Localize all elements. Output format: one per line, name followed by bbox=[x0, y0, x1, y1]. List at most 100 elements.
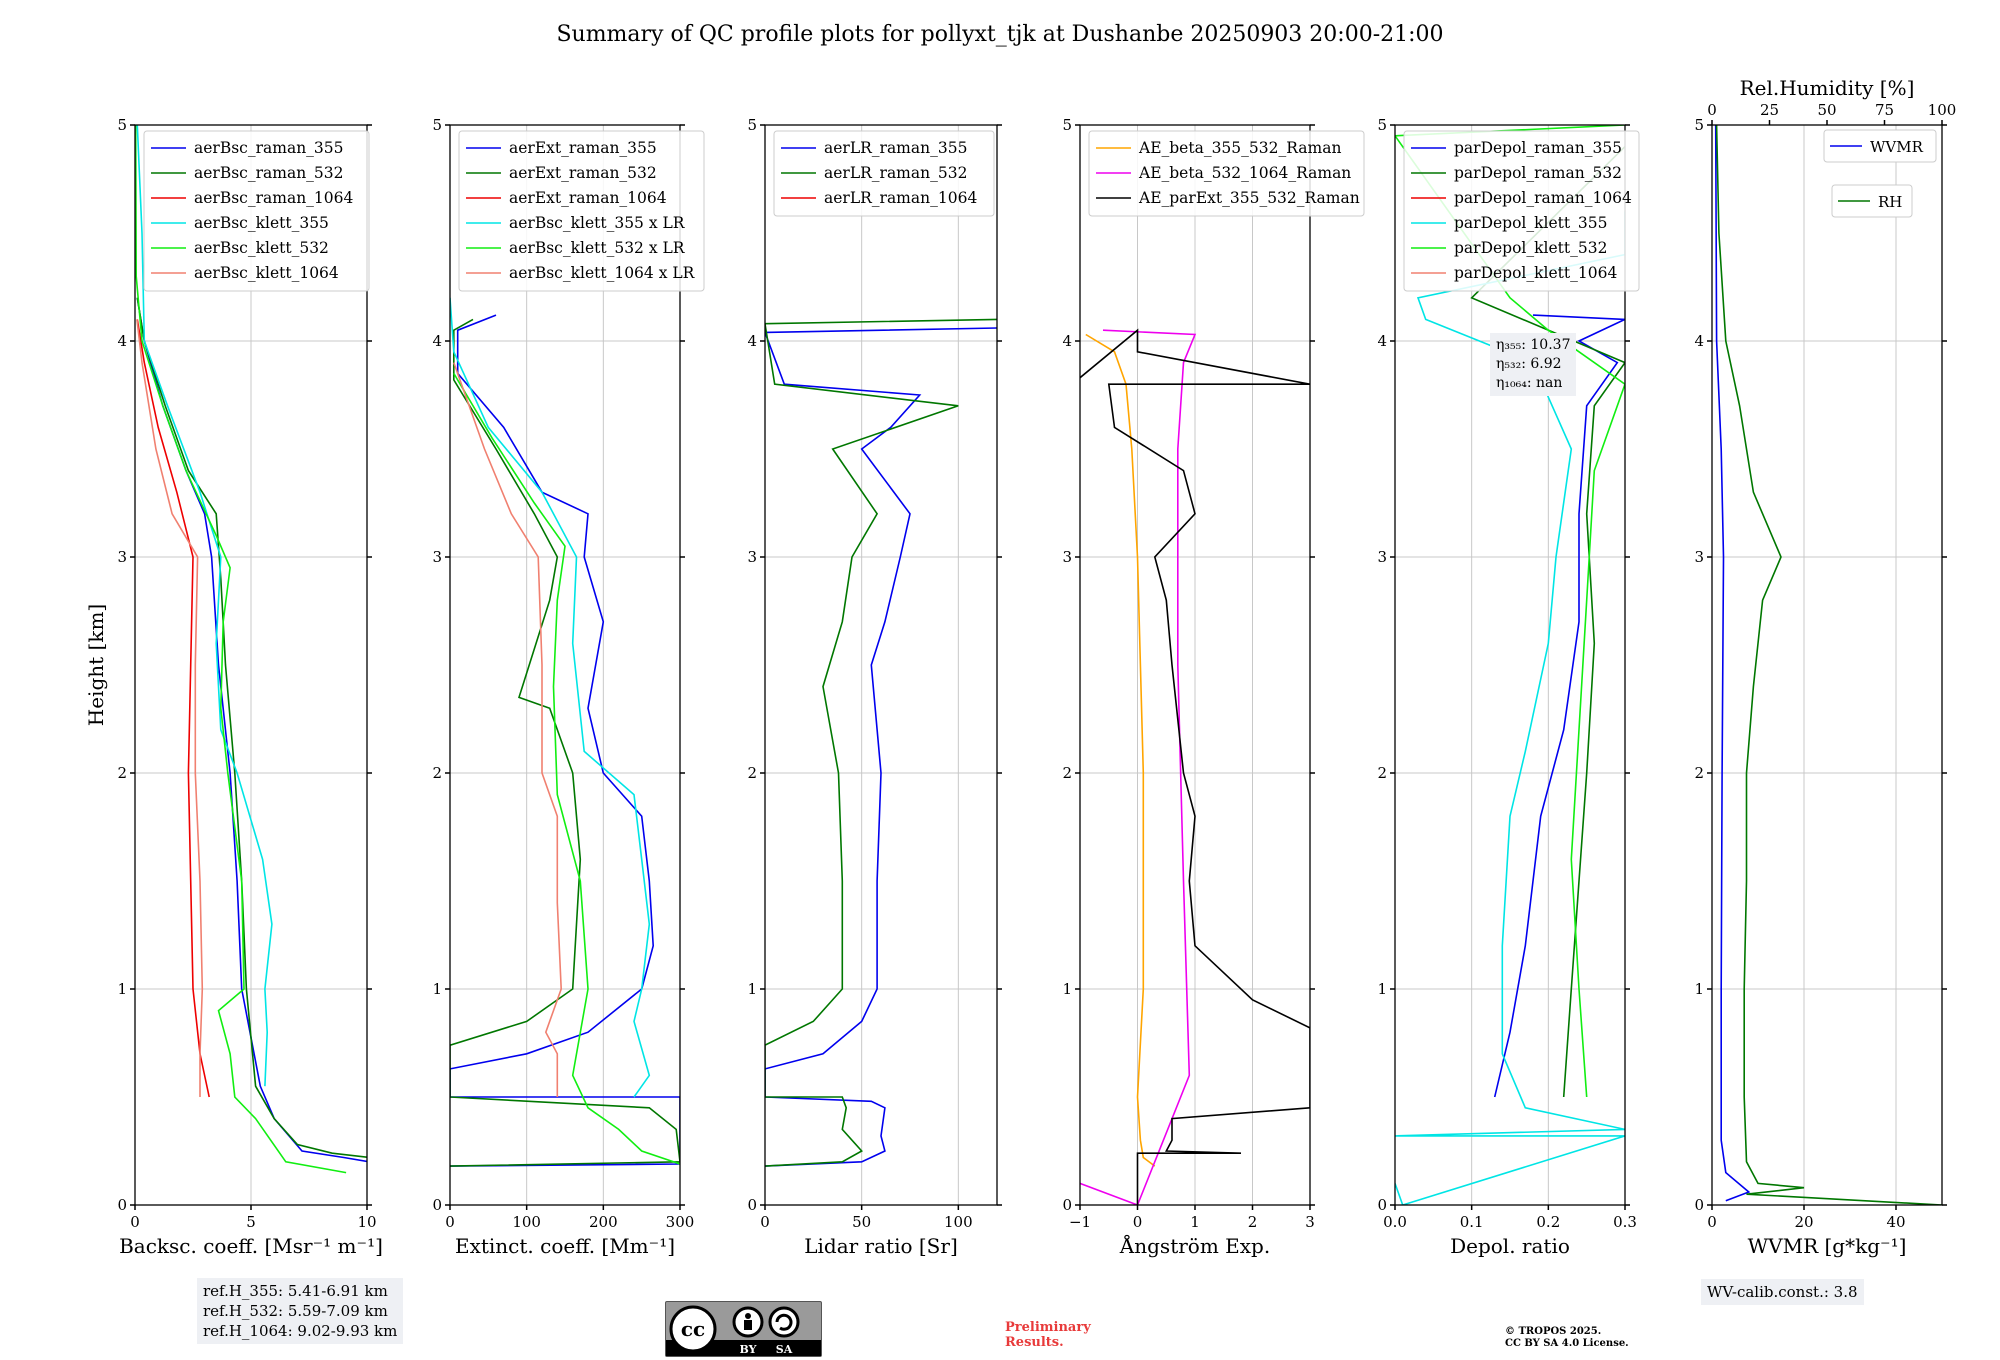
legend-label: aerBsc_klett_1064 x LR bbox=[509, 264, 696, 282]
y-tick-label: 0 bbox=[117, 1196, 127, 1214]
x-tick-label: 0.1 bbox=[1460, 1213, 1484, 1231]
y-tick-label: 5 bbox=[747, 116, 757, 134]
y-tick-label: 0 bbox=[1694, 1196, 1704, 1214]
y-tick-label: 4 bbox=[1377, 332, 1387, 350]
legend-label: AE_parExt_355_532_Raman bbox=[1138, 189, 1360, 207]
plot-frame bbox=[1394, 124, 1626, 1206]
y-tick-label: 2 bbox=[1062, 764, 1072, 782]
x-tick-label: 5 bbox=[246, 1213, 256, 1231]
series-line-AE_beta_355_532_Raman bbox=[1085, 333, 1156, 1167]
preliminary-line-2: Results. bbox=[1005, 1335, 1064, 1350]
legend-label: AE_beta_532_1064_Raman bbox=[1138, 164, 1351, 182]
legend-box bbox=[143, 130, 370, 292]
x-top-tick-label: 75 bbox=[1875, 101, 1894, 119]
y-tick-label: 0 bbox=[1062, 1196, 1072, 1214]
legend-label: aerBsc_klett_532 x LR bbox=[509, 239, 686, 257]
y-tick-label: 5 bbox=[1377, 116, 1387, 134]
y-tick-label: 4 bbox=[432, 332, 442, 350]
y-tick-label: 1 bbox=[432, 980, 442, 998]
y-tick-label: 5 bbox=[1062, 116, 1072, 134]
x-axis-label: Backsc. coeff. [Msr⁻¹ m⁻¹] bbox=[119, 1234, 383, 1258]
legend-label: aerLR_raman_355 bbox=[824, 139, 967, 157]
preliminary-note: Preliminary Results. bbox=[1005, 1320, 1091, 1350]
x-tick-label: 0 bbox=[760, 1213, 770, 1231]
legend-label: aerLR_raman_1064 bbox=[824, 189, 977, 207]
series-line-aerBsc_klett_532 x LR bbox=[453, 372, 680, 1165]
x-axis-label: WVMR [g*kg⁻¹] bbox=[1748, 1234, 1907, 1258]
x-tick-label: 0.3 bbox=[1613, 1213, 1637, 1231]
x-tick-label: 0 bbox=[445, 1213, 455, 1231]
panel-depol: 0 1 2 3 4 5 0.0 0.1 0.2 0.3 Depol. ratio parDepol_r… bbox=[1377, 116, 1640, 1258]
y-tick-label: 1 bbox=[1694, 980, 1704, 998]
series-line-parDepol_raman_532 bbox=[1470, 146, 1625, 1098]
y-tick-label: 4 bbox=[747, 332, 757, 350]
legend-label: aerLR_raman_532 bbox=[824, 164, 967, 182]
y-tick-label: 4 bbox=[117, 332, 127, 350]
copyright-line-1: © TROPOS 2025. bbox=[1505, 1326, 1602, 1337]
x-tick-label: 3 bbox=[1305, 1213, 1315, 1231]
series-line-parDepol_raman_355 bbox=[1493, 314, 1625, 1098]
legend-label: aerExt_raman_532 bbox=[509, 164, 657, 182]
series-line-aerLR_raman_532 bbox=[765, 318, 997, 1167]
eta-355: η₃₅₅: 10.37 bbox=[1496, 337, 1571, 353]
series-line-aerBsc_raman_1064 bbox=[136, 319, 210, 1098]
legend-label: aerBsc_raman_1064 bbox=[194, 189, 354, 207]
plot-frame bbox=[449, 124, 681, 1206]
x-tick-label: 0 bbox=[130, 1213, 140, 1231]
wv-calib-box: WV-calib.const.: 3.8 bbox=[1701, 1279, 1864, 1305]
copyright-line-2: CC BY SA 4.0 License. bbox=[1505, 1338, 1629, 1349]
by-label: BY bbox=[740, 1343, 757, 1356]
x-tick-label: 0.0 bbox=[1383, 1213, 1407, 1231]
ref-height-532: ref.H_532: 5.59-7.09 km bbox=[203, 1302, 388, 1320]
series-line-aerBsc_raman_532 bbox=[136, 297, 367, 1159]
x-tick-label: 0.2 bbox=[1536, 1213, 1560, 1231]
legend-box bbox=[1823, 129, 1937, 163]
x-tick-label: 10 bbox=[357, 1213, 376, 1231]
x-tick-label: 50 bbox=[852, 1213, 871, 1231]
y-tick-label: 4 bbox=[1694, 332, 1704, 350]
y-tick-label: 0 bbox=[432, 1196, 442, 1214]
y-tick-label: 3 bbox=[1377, 548, 1387, 566]
x-tick-label: 0 bbox=[1707, 1213, 1717, 1231]
legend-box bbox=[773, 130, 995, 217]
legend-label: AE_beta_355_532_Raman bbox=[1138, 139, 1341, 157]
wv-calib-text: WV-calib.const.: 3.8 bbox=[1707, 1283, 1858, 1301]
legend-label: aerExt_raman_355 bbox=[509, 139, 657, 157]
sa-label: SA bbox=[776, 1343, 793, 1356]
cc-license-badge: cc BY SA bbox=[665, 1301, 822, 1357]
cc-label: cc bbox=[681, 1317, 705, 1341]
eta-box: η₃₅₅: 10.37 η₅₃₂: 6.92 η₁₀₆₄: nan bbox=[1490, 333, 1577, 396]
y-tick-label: 3 bbox=[432, 548, 442, 566]
y-tick-label: 1 bbox=[747, 980, 757, 998]
series-line-aerBsc_klett_532 bbox=[135, 125, 347, 1174]
legend-label: aerExt_raman_1064 bbox=[509, 189, 667, 207]
legend-label: parDepol_raman_532 bbox=[1454, 164, 1622, 182]
series-line-aerBsc_klett_355 x LR bbox=[450, 297, 651, 1098]
x-axis-label: Depol. ratio bbox=[1450, 1234, 1570, 1258]
eta-1064: η₁₀₆₄: nan bbox=[1496, 375, 1563, 391]
y-tick-label: 2 bbox=[1377, 764, 1387, 782]
x-top-axis-label: Rel.Humidity [%] bbox=[1740, 76, 1915, 100]
series-line-aerExt_raman_532 bbox=[450, 318, 680, 1167]
legend-label: parDepol_raman_355 bbox=[1454, 139, 1622, 157]
y-tick-label: 5 bbox=[432, 116, 442, 134]
y-tick-label: 0 bbox=[1377, 1196, 1387, 1214]
x-tick-label: 300 bbox=[666, 1213, 695, 1231]
legend-label: aerBsc_raman_355 bbox=[194, 139, 344, 157]
panel-bsc: 0 1 2 3 4 5 0 5 10 Backsc. coeff. [Msr⁻¹ m⁻¹] aerB… bbox=[117, 116, 382, 1258]
series-line-aerBsc_klett_355 bbox=[136, 125, 273, 1087]
series-line-parDepol_klett_355 bbox=[1395, 211, 1625, 1205]
legend-label: aerBsc_raman_532 bbox=[194, 164, 344, 182]
y-tick-label: 2 bbox=[432, 764, 442, 782]
series-line-WVMR bbox=[1714, 125, 1751, 1202]
x-tick-label: 100 bbox=[512, 1213, 541, 1231]
legend-box bbox=[1403, 130, 1640, 292]
figure-title: Summary of QC profile plots for pollyxt_… bbox=[556, 22, 1444, 47]
x-axis-label: Extinct. coeff. [Mm⁻¹] bbox=[455, 1234, 675, 1258]
x-axis-label: Lidar ratio [Sr] bbox=[804, 1234, 958, 1258]
legend-label: aerBsc_klett_1064 bbox=[194, 264, 339, 282]
